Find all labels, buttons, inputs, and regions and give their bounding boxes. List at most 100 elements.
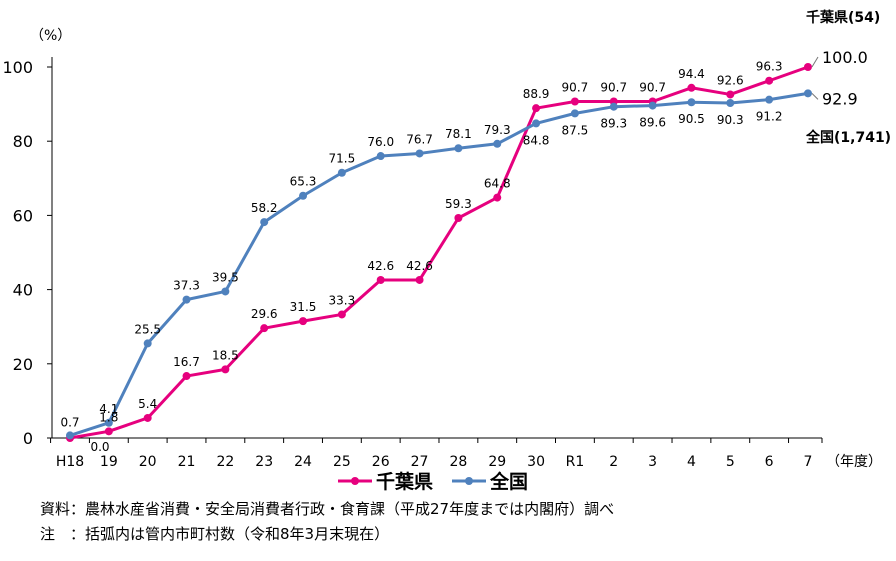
data-label: 1.8 — [99, 410, 118, 424]
x-tick-label: 20 — [139, 454, 157, 470]
x-tick-label: 3 — [648, 454, 657, 470]
data-label: 18.5 — [212, 348, 239, 362]
y-tick-label: 100 — [2, 58, 33, 77]
y-tick-label: 60 — [13, 206, 33, 225]
data-point-2 — [532, 119, 541, 128]
x-tick-label: R1 — [566, 454, 585, 470]
data-point-1 — [337, 310, 346, 319]
y-tick-label: 20 — [13, 355, 33, 374]
end-value-label: 100.0 — [822, 48, 868, 67]
data-point-2 — [648, 101, 657, 110]
x-tick-label: 25 — [333, 454, 351, 470]
data-label: 37.3 — [173, 279, 200, 293]
data-point-2 — [765, 95, 774, 104]
data-point-2 — [337, 168, 346, 177]
data-label: 96.3 — [756, 60, 783, 74]
data-label: 90.5 — [678, 112, 705, 126]
data-label: 90.7 — [639, 81, 666, 95]
source-note: 資料：農林水産省消費・安全局消費者行政・食育課（平成27年度までは内閣府）調べ — [40, 500, 615, 518]
data-label: 31.5 — [290, 300, 317, 314]
series-annotation-chiba: 千葉県(54) — [806, 9, 880, 26]
x-tick-label: 22 — [216, 454, 234, 470]
data-label: 71.5 — [329, 152, 356, 166]
data-point-1 — [687, 83, 696, 92]
data-point-1 — [221, 365, 230, 374]
data-label: 58.2 — [251, 201, 278, 215]
data-point-1 — [726, 90, 735, 99]
data-label: 0.0 — [90, 440, 109, 454]
legend-marker — [465, 477, 473, 485]
series-annotation-national: 全国(1,741) — [805, 129, 891, 146]
data-label: 0.7 — [60, 415, 79, 429]
data-point-2 — [66, 431, 74, 440]
data-label: 42.6 — [367, 259, 394, 273]
x-tick-label: 5 — [726, 454, 735, 470]
data-point-1 — [104, 427, 113, 436]
legend-label: 全国 — [489, 470, 528, 493]
series-line-1 — [69, 65, 809, 440]
data-point-1 — [570, 97, 579, 106]
data-label: 89.3 — [600, 117, 627, 131]
data-point-1 — [765, 76, 774, 85]
data-point-2 — [104, 418, 113, 427]
legend-label: 千葉県 — [376, 471, 433, 493]
data-point-2 — [726, 98, 735, 107]
data-point-2 — [182, 295, 191, 304]
data-label: 29.6 — [251, 307, 278, 321]
data-point-2 — [803, 89, 812, 98]
data-point-1 — [415, 275, 424, 284]
data-label: 16.7 — [173, 355, 200, 369]
data-label: 84.8 — [523, 133, 550, 147]
y-tick-label: 40 — [13, 281, 33, 300]
data-label: 90.3 — [717, 113, 744, 127]
data-label: 92.6 — [717, 73, 744, 87]
data-label: 76.0 — [367, 135, 394, 149]
data-point-2 — [299, 191, 308, 200]
data-label: 89.6 — [639, 116, 666, 130]
x-tick-label: 21 — [178, 454, 196, 470]
data-point-2 — [260, 218, 269, 227]
data-point-2 — [143, 339, 152, 348]
x-tick-label: 19 — [100, 454, 118, 470]
data-label: 78.1 — [445, 127, 472, 141]
data-label: 25.5 — [134, 322, 161, 336]
data-point-1 — [182, 372, 191, 381]
data-label: 4.1 — [99, 402, 118, 416]
data-label: 5.4 — [138, 397, 157, 411]
data-point-2 — [221, 287, 230, 296]
data-label: 42.6 — [406, 259, 433, 273]
x-tick-label: H18 — [56, 454, 84, 470]
data-label: 90.7 — [562, 81, 589, 95]
y-axis-unit: （%） — [30, 28, 71, 44]
end-label-leader — [811, 56, 819, 68]
x-tick-label: 6 — [765, 454, 774, 470]
data-point-1 — [803, 63, 812, 71]
data-label: 88.9 — [523, 87, 550, 101]
data-label: 87.5 — [562, 123, 589, 137]
data-label: 76.7 — [406, 132, 433, 146]
data-label: 59.3 — [445, 197, 472, 211]
end-value-label: 92.9 — [822, 89, 858, 108]
x-tick-label: 7 — [803, 454, 812, 470]
data-label: 94.4 — [678, 67, 705, 81]
x-tick-label: 23 — [255, 454, 273, 470]
end-label-leader — [811, 92, 819, 100]
data-label: 64.8 — [484, 177, 511, 191]
data-label: 33.3 — [329, 293, 356, 307]
x-tick-label: 29 — [488, 454, 506, 470]
data-point-1 — [493, 193, 502, 202]
data-point-2 — [493, 139, 502, 148]
data-point-1 — [260, 324, 269, 333]
x-tick-label: 27 — [411, 454, 429, 470]
data-point-1 — [143, 413, 152, 422]
data-point-2 — [376, 152, 385, 161]
data-label: 65.3 — [290, 175, 317, 189]
data-label: 90.7 — [600, 81, 627, 95]
data-point-1 — [376, 275, 385, 284]
data-point-2 — [415, 149, 424, 158]
data-point-1 — [299, 317, 308, 326]
data-point-2 — [454, 144, 463, 153]
data-label: 91.2 — [756, 110, 783, 124]
